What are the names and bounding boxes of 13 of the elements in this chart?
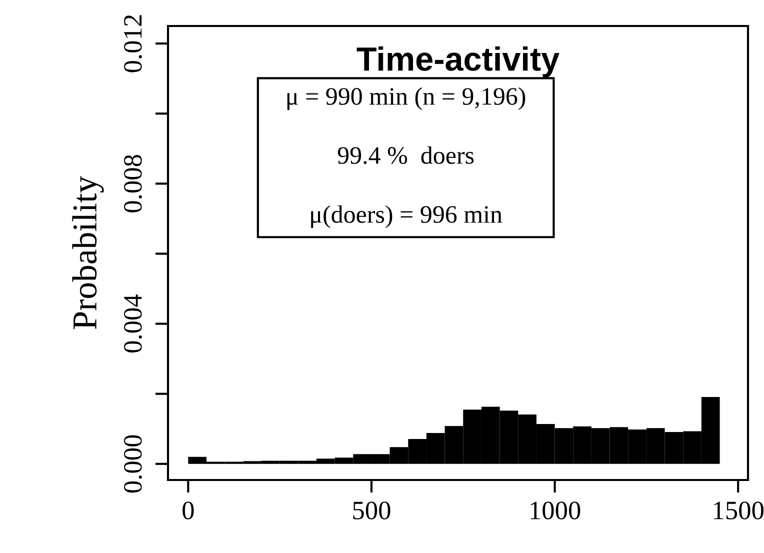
x-tick-label: 1000 <box>530 502 580 520</box>
text: Time-activity <box>356 46 560 78</box>
x-tick-label: 500 <box>353 502 390 520</box>
x-tick-label: 0 <box>182 502 194 520</box>
annotation: μ = 990 min (n = 9,196) <box>287 87 526 110</box>
annotation: μ(doers) = 996 min <box>311 205 502 228</box>
y-tick-label: 0.000 <box>124 435 142 493</box>
x-tick-label: 1500 <box>714 502 764 520</box>
y-axis-title: Probability <box>72 176 104 330</box>
y-tick-label: 0.012 <box>124 15 142 72</box>
y-tick-label: 0.008 <box>124 154 142 212</box>
annotation: 99.4 % doers <box>338 146 474 164</box>
y-tick-label: 0.004 <box>124 294 142 352</box>
